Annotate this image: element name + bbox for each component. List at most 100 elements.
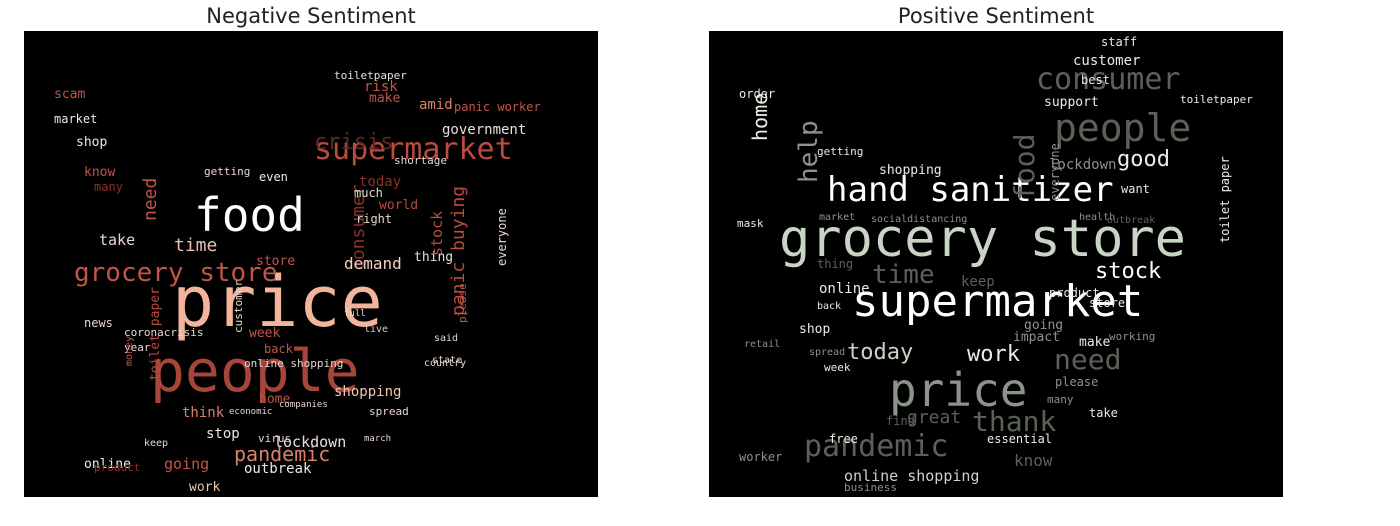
word-shop: shop: [76, 135, 107, 150]
word-back: back: [264, 342, 294, 356]
word-crisis: crisis: [314, 130, 393, 155]
word-money: money: [124, 336, 135, 366]
word-toilet-paper: toilet paper: [148, 287, 163, 381]
word-demand: demand: [344, 254, 402, 273]
word-supermarket: supermarket: [852, 276, 1143, 327]
word-find: find: [886, 414, 915, 428]
word-online: online: [84, 457, 131, 472]
word-amid: amid: [419, 97, 453, 113]
word-mask: mask: [737, 217, 764, 230]
word-economic: economic: [229, 407, 272, 417]
word-world: world: [379, 198, 418, 213]
word-getting: getting: [204, 165, 250, 178]
word-outbreak: outbreak: [244, 461, 312, 477]
word-need: need: [1054, 343, 1121, 376]
word-toiletpaper: toiletpaper: [1180, 93, 1253, 106]
word-work: work: [189, 480, 220, 495]
word-market: market: [54, 112, 97, 126]
word-back: back: [817, 301, 841, 312]
word-pandemic: pandemic: [234, 442, 330, 466]
word-week: week: [824, 361, 851, 374]
word-customer: customer: [1073, 53, 1140, 69]
word-worker: worker: [739, 450, 782, 464]
word-shortage: shortage: [394, 154, 447, 167]
word-grocery-store: grocery store: [74, 258, 278, 288]
word-said: said: [434, 333, 458, 344]
word-many: many: [1047, 393, 1074, 406]
word-socialdistancing: socialdistancing: [871, 214, 967, 225]
word-much: much: [354, 186, 383, 200]
word-product: product: [1049, 286, 1100, 300]
word-country: country: [424, 358, 466, 369]
word-free: free: [829, 432, 858, 446]
word-online-shopping: online shopping: [844, 467, 979, 485]
word-help: help: [794, 120, 824, 183]
word-want: want: [1121, 182, 1150, 196]
word-home: home: [748, 93, 772, 141]
word-thank: thank: [972, 405, 1056, 438]
word-risk: risk: [364, 79, 398, 95]
word-need: need: [140, 178, 161, 221]
word-working: working: [1109, 330, 1155, 343]
word-keep: keep: [961, 274, 995, 290]
word-food: food: [1008, 134, 1041, 201]
word-coronacrisis: coronacrisis: [124, 326, 203, 339]
word-state: state: [432, 355, 462, 366]
word-full: full: [344, 309, 366, 319]
word-march: march: [364, 434, 391, 444]
word-stop: stop: [206, 426, 240, 442]
word-news: news: [84, 316, 113, 330]
word-year: year: [124, 341, 151, 354]
word-health: health: [1079, 212, 1115, 223]
chart-title: Negative Sentiment: [206, 4, 416, 28]
word-toiletpaper: toiletpaper: [334, 69, 407, 82]
word-grocery-store: grocery store: [779, 209, 1186, 269]
word-everyone: everyone: [495, 208, 509, 266]
word-online: online: [819, 281, 870, 297]
word-going: going: [1024, 318, 1063, 333]
word-cloud-svg: grocery store supermarket price hand saniti…: [737, 35, 1253, 494]
word-support: support: [1044, 95, 1099, 110]
word-market: market: [819, 212, 855, 223]
word-lockdown: lockdown: [274, 433, 346, 451]
word-shop: shop: [799, 322, 830, 337]
word-essential: essential: [987, 432, 1052, 446]
word-please: please: [1055, 375, 1098, 389]
word-order: order: [739, 87, 775, 101]
word-best: best: [1081, 73, 1110, 87]
word-scam: scam: [54, 87, 85, 102]
word-staff: staff: [1101, 35, 1137, 49]
word-good: good: [1117, 147, 1170, 172]
word-thing: thing: [414, 250, 453, 265]
word-know: know: [1014, 451, 1053, 470]
word-store: store: [1089, 296, 1125, 310]
word-cloud-canvas: price people food supermarket grocery store p…: [24, 31, 598, 497]
word-price: price: [172, 261, 383, 343]
word-make: make: [1079, 335, 1110, 350]
chart-title: Positive Sentiment: [897, 4, 1095, 28]
word-price: price: [889, 363, 1027, 417]
word-time: time: [872, 260, 935, 290]
word-food: food: [194, 188, 305, 242]
word-online-shopping: online shopping: [244, 357, 343, 370]
word-shopping: shopping: [879, 163, 942, 178]
word-impact: impact: [1013, 330, 1060, 345]
word-please: please: [456, 283, 469, 323]
word-cloud-canvas: grocery store supermarket price hand saniti…: [709, 31, 1283, 497]
word-consumer: consumer: [1036, 62, 1181, 97]
word-people: people: [150, 337, 360, 405]
word-everyone: everyone: [1048, 143, 1062, 201]
word-today: today: [847, 340, 913, 365]
word-many: many: [94, 180, 123, 194]
word-people: people: [1054, 106, 1191, 150]
word-getting: getting: [817, 145, 863, 158]
word-thing: thing: [817, 257, 853, 271]
word-outbreak: outbreak: [1107, 215, 1155, 226]
word-virus: virus: [258, 432, 291, 445]
word-business: business: [844, 481, 897, 494]
word-consumer: consumer: [348, 184, 369, 271]
word-right: right: [356, 212, 392, 226]
word-stock: stock: [428, 211, 446, 256]
word-lockdown: lockdown: [1049, 157, 1116, 173]
